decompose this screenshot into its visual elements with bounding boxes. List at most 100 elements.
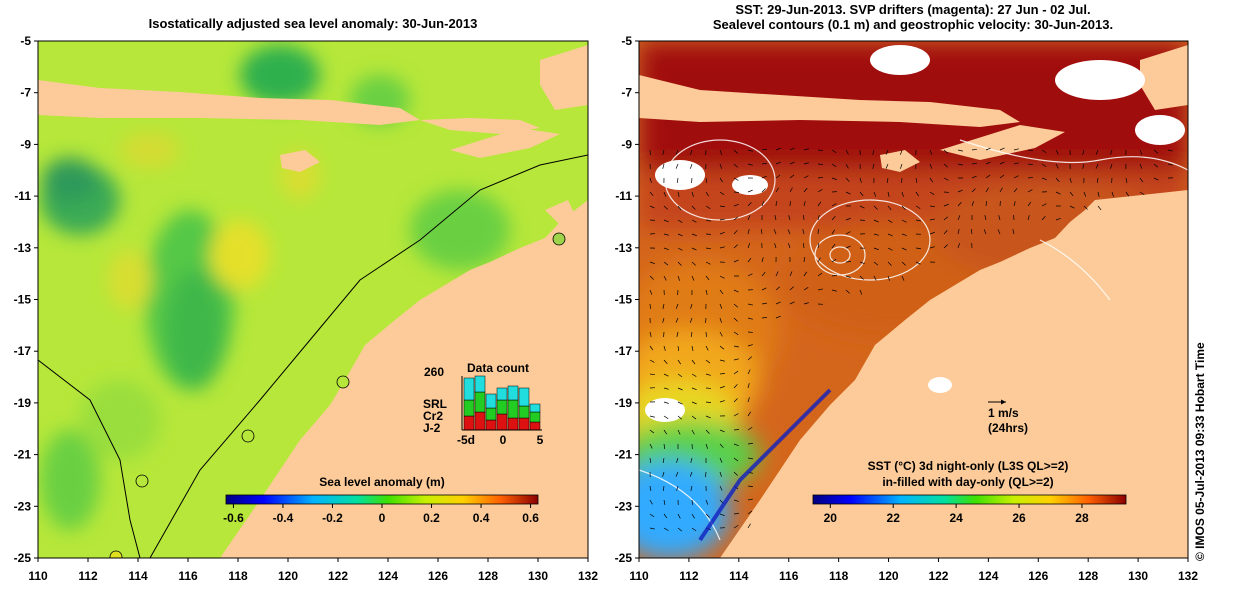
velocity-arrow bbox=[1027, 189, 1033, 193]
velocity-arrow bbox=[663, 443, 666, 449]
velocity-arrow bbox=[733, 259, 739, 263]
sumba-island bbox=[880, 150, 920, 172]
tide-gauge-marker bbox=[109, 550, 123, 558]
velocity-arrow bbox=[677, 401, 683, 405]
velocity-arrow bbox=[1167, 163, 1173, 166]
data-count-bar bbox=[496, 399, 508, 415]
velocity-arrow bbox=[901, 275, 905, 281]
velocity-arrow bbox=[719, 513, 725, 517]
data-count-bar bbox=[485, 407, 497, 421]
velocity-arrow bbox=[985, 200, 987, 207]
lat-tick-label: -11 bbox=[615, 189, 632, 203]
velocity-arrow bbox=[900, 163, 903, 169]
velocity-arrow bbox=[691, 387, 697, 391]
velocity-arrow bbox=[649, 443, 653, 449]
java-island bbox=[639, 75, 1020, 127]
colorbar-tick-label: 0.6 bbox=[522, 511, 539, 525]
velocity-arrow bbox=[845, 231, 851, 235]
lat-tick-label: -13 bbox=[615, 241, 633, 255]
velocity-arrow bbox=[719, 275, 725, 279]
velocity-arrow bbox=[705, 429, 710, 434]
velocity-arrow bbox=[719, 485, 723, 491]
tide-gauge-marker bbox=[552, 232, 566, 246]
velocity-arrow bbox=[649, 345, 654, 351]
velocity-arrow bbox=[690, 457, 693, 463]
velocity-arrow bbox=[845, 177, 850, 182]
velocity-arrow bbox=[719, 400, 725, 403]
velocity-arrow bbox=[719, 443, 724, 448]
velocity-arrow bbox=[957, 215, 961, 221]
velocity-arrow bbox=[817, 228, 819, 235]
velocity-arrow bbox=[845, 163, 849, 169]
velocity-arrow bbox=[747, 510, 753, 515]
lon-tick-label: 114 bbox=[128, 569, 148, 583]
velocity-arrow bbox=[677, 275, 680, 281]
scale-arrowhead-icon bbox=[1001, 399, 1006, 405]
velocity-arrow bbox=[985, 187, 989, 193]
right-latitude-axis: -5 -7 -9 -11 -13 -15 -17 -19 -21 -23 -25 bbox=[615, 34, 639, 565]
velocity-arrow bbox=[985, 174, 991, 179]
australia-land bbox=[720, 190, 1188, 558]
velocity-arrow bbox=[999, 161, 1005, 165]
velocity-arrow bbox=[788, 215, 791, 221]
colorbar-tick-label: -0.6 bbox=[223, 511, 244, 525]
velocity-arrow bbox=[761, 201, 765, 207]
lat-tick-label: -21 bbox=[615, 448, 633, 462]
velocity-arrow bbox=[817, 257, 821, 263]
velocity-arrow bbox=[705, 177, 708, 183]
velocity-arrow bbox=[817, 272, 823, 277]
velocity-arrow bbox=[929, 218, 935, 221]
velocity-arrow bbox=[719, 303, 723, 309]
lon-tick-label: 124 bbox=[978, 569, 998, 583]
lon-tick-label: 122 bbox=[928, 569, 948, 583]
velocity-arrow bbox=[943, 230, 948, 235]
velocity-arrow bbox=[775, 315, 781, 319]
velocity-arrow bbox=[985, 161, 991, 165]
velocity-arrow bbox=[691, 373, 697, 377]
velocity-arrow bbox=[676, 485, 679, 491]
series-srl-label: SRL bbox=[423, 397, 447, 411]
velocity-arrow bbox=[873, 219, 879, 223]
velocity-arrow bbox=[761, 302, 767, 305]
velocity-arrow bbox=[803, 148, 809, 151]
velocity-arrow bbox=[817, 215, 820, 221]
velocity-arrow bbox=[747, 149, 753, 152]
velocity-arrow bbox=[1153, 149, 1159, 154]
velocity-arrow bbox=[957, 149, 963, 152]
velocity-arrow bbox=[760, 229, 763, 235]
velocity-arrow bbox=[649, 485, 652, 491]
velocity-arrow bbox=[677, 513, 681, 519]
missing-data-patches bbox=[645, 45, 1185, 422]
velocity-arrow bbox=[859, 261, 865, 265]
geostrophic-velocity-arrows bbox=[649, 147, 1174, 532]
velocity-arrow bbox=[677, 247, 683, 251]
velocity-arrow bbox=[929, 246, 935, 249]
velocity-arrow bbox=[733, 525, 739, 529]
velocity-arrow bbox=[1082, 163, 1085, 169]
velocity-arrow bbox=[719, 386, 725, 389]
velocity-arrow bbox=[747, 411, 752, 417]
velocity-arrow bbox=[774, 243, 777, 249]
velocity-arrow bbox=[761, 148, 767, 151]
velocity-arrow bbox=[803, 175, 809, 179]
colorbar-tick-label: -0.2 bbox=[322, 511, 343, 525]
velocity-arrow bbox=[1013, 175, 1019, 179]
lon-tick-label: 116 bbox=[178, 569, 198, 583]
sst-colorbar-label-line2: in-filled with day-only (QL>=2) bbox=[882, 475, 1053, 489]
velocity-arrow bbox=[649, 289, 653, 295]
velocity-arrow bbox=[663, 429, 668, 435]
lon-tick-label: 116 bbox=[779, 569, 799, 583]
velocity-arrow bbox=[719, 205, 725, 208]
velocity-arrow bbox=[691, 191, 694, 197]
data-count-tick-label: 5 bbox=[537, 433, 544, 447]
velocity-arrow bbox=[705, 345, 709, 351]
velocity-arrow bbox=[929, 205, 936, 208]
velocity-arrow bbox=[859, 191, 864, 197]
timor-island bbox=[940, 125, 1065, 160]
velocity-arrow bbox=[733, 413, 739, 417]
velocity-arrow bbox=[970, 229, 973, 235]
velocity-arrow bbox=[775, 286, 781, 291]
velocity-arrow bbox=[691, 513, 695, 519]
velocity-arrow bbox=[733, 471, 738, 476]
data-count-bar bbox=[485, 393, 497, 409]
